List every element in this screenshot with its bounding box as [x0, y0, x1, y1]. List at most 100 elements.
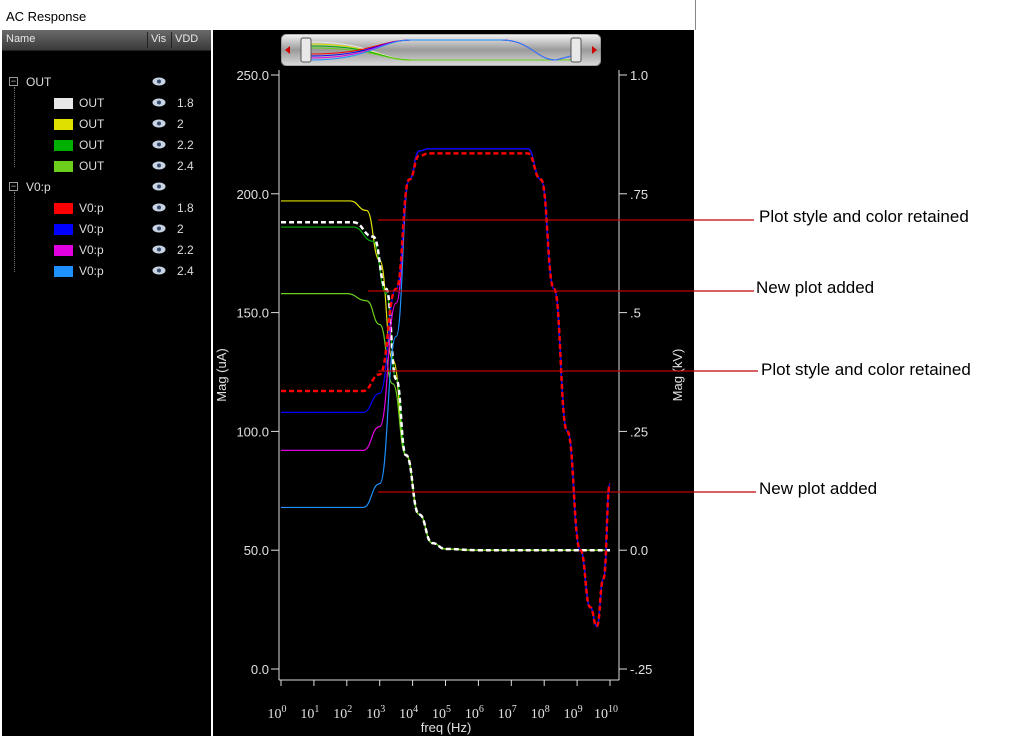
visibility-eye-icon[interactable]	[152, 182, 166, 191]
tree-group-1[interactable]: − V0:p	[2, 177, 211, 198]
y-right-tick-label: .25	[630, 424, 648, 439]
series-out-vdd-1-8[interactable]	[281, 221, 610, 552]
plot-panel[interactable]: 0.0 50.0 100.0 150.0 200.0 250.0 -.25 0.0 .25 .5.…	[213, 30, 694, 736]
annotation-callout: Plot style and color retained	[761, 360, 971, 379]
y-right-tick-label: 0.0	[630, 543, 648, 558]
x-tick-label: 100	[268, 704, 287, 722]
tree-item[interactable]: V0:p 2.4	[2, 261, 211, 282]
x-tick-base: 10	[594, 707, 608, 722]
y-right-tick-label: .5	[630, 306, 641, 321]
x-tick-label: 102	[333, 704, 352, 722]
x-tick-label: 1010	[594, 704, 618, 722]
column-header-vis[interactable]: Vis	[151, 33, 167, 45]
visibility-eye-icon[interactable]	[152, 140, 166, 149]
window-title-bar: AC Response	[0, 0, 696, 30]
y-left-tick-label: 150.0	[236, 306, 269, 321]
tree-item-label: V0:p	[79, 243, 104, 257]
x-tick-exponent: 5	[446, 704, 451, 715]
x-tick-label: 106	[465, 704, 484, 722]
column-header-name[interactable]: Name	[6, 33, 36, 45]
overview-trace	[310, 47, 571, 61]
series-out-vdd-2[interactable]	[280, 200, 610, 551]
tree-group-0[interactable]: − OUT	[2, 72, 211, 93]
x-tick-label: 103	[366, 704, 385, 722]
collapse-toggle-icon[interactable]: −	[9, 181, 18, 191]
tree-item[interactable]: OUT 2.2	[2, 135, 211, 156]
x-tick-exponent: 9	[578, 704, 583, 715]
tree-item-label: V0:p	[79, 222, 104, 236]
series-v0-p-vdd-2-4[interactable]	[281, 148, 611, 627]
vdd-value: 1.8	[177, 96, 194, 110]
series-out-vdd-2-2[interactable]	[281, 226, 610, 551]
x-tick-exponent: 0	[282, 704, 287, 715]
tree-item-label: OUT	[79, 138, 105, 152]
visibility-eye-icon[interactable]	[152, 203, 166, 212]
x-tick-exponent: 1	[314, 704, 319, 715]
y-axis-left-label: Mag (uA)	[214, 348, 229, 401]
series-out-vdd-2-4[interactable]	[280, 292, 610, 551]
visibility-eye-icon[interactable]	[152, 98, 166, 107]
x-tick-exponent: 10	[608, 704, 618, 715]
column-header-vdd[interactable]: VDD	[175, 33, 199, 45]
series-v0-p-vdd-2[interactable]	[281, 148, 611, 627]
x-tick-base: 10	[333, 707, 347, 722]
scroll-right-arrow-icon[interactable]	[592, 46, 597, 54]
overview-left-handle[interactable]	[300, 37, 312, 63]
y-left-tick-label: 100.0	[236, 424, 269, 439]
trace-color-swatch[interactable]	[54, 119, 73, 130]
series-v0-p-vdd-1-8[interactable]	[281, 152, 612, 628]
overview-right-handle[interactable]	[570, 37, 582, 63]
visibility-eye-icon[interactable]	[152, 77, 166, 86]
overview-scroll-bar[interactable]	[281, 34, 601, 66]
trace-color-swatch[interactable]	[54, 161, 73, 172]
visibility-eye-icon[interactable]	[152, 245, 166, 254]
vdd-value: 2.2	[177, 138, 194, 152]
x-tick-label: 108	[531, 704, 550, 722]
trace-color-swatch[interactable]	[54, 98, 73, 109]
tree-item[interactable]: V0:p 1.8	[2, 198, 211, 219]
vdd-value: 2.4	[177, 264, 194, 278]
y-left-tick-label: 250.0	[236, 68, 269, 83]
ac-response-plot[interactable]: 0.0 50.0 100.0 150.0 200.0 250.0 -.25 0.0 .25 .5.…	[213, 30, 694, 736]
trace-color-swatch[interactable]	[54, 245, 73, 256]
tree-item-label: OUT	[79, 96, 105, 110]
tree-item[interactable]: V0:p 2.2	[2, 240, 211, 261]
tree-header: Name Vis VDD	[2, 30, 211, 51]
scroll-left-arrow-icon[interactable]	[285, 46, 290, 54]
column-divider[interactable]	[147, 32, 148, 48]
x-tick-base: 10	[564, 707, 578, 722]
visibility-eye-icon[interactable]	[152, 161, 166, 170]
trace-color-swatch[interactable]	[54, 224, 73, 235]
x-tick-exponent: 3	[380, 704, 385, 715]
tree-item[interactable]: OUT 2.4	[2, 156, 211, 177]
x-tick-label: 101	[300, 704, 319, 722]
x-tick-label: 109	[564, 704, 583, 722]
x-tick-base: 10	[399, 707, 413, 722]
y-right-tick-label: 1.0	[630, 68, 648, 83]
x-tick-base: 10	[531, 707, 545, 722]
visibility-eye-icon[interactable]	[152, 266, 166, 275]
x-tick-base: 10	[366, 707, 380, 722]
tree-item[interactable]: V0:p 2	[2, 219, 211, 240]
trace-color-swatch[interactable]	[54, 140, 73, 151]
series-v0-p-vdd-2-2[interactable]	[280, 148, 611, 627]
overview-thumbnail	[310, 39, 572, 61]
overview-frame[interactable]	[281, 34, 601, 66]
x-tick-exponent: 4	[413, 704, 418, 715]
signal-tree-panel: Name Vis VDD − OUT OUT 1.8 OUT 2 OUT 2.2 OUT 2.4−…	[2, 30, 211, 736]
vdd-value: 1.8	[177, 201, 194, 215]
tree-item[interactable]: OUT 2	[2, 114, 211, 135]
collapse-toggle-icon[interactable]: −	[9, 76, 18, 86]
column-divider[interactable]	[171, 32, 172, 48]
visibility-eye-icon[interactable]	[152, 119, 166, 128]
y-right-tick-label: -.25	[630, 662, 652, 677]
trace-color-swatch[interactable]	[54, 203, 73, 214]
trace-color-swatch[interactable]	[54, 266, 73, 277]
visibility-eye-icon[interactable]	[152, 224, 166, 233]
tree-group-label: OUT	[26, 75, 52, 89]
tree-item[interactable]: OUT 1.8	[2, 93, 211, 114]
x-tick-base: 10	[498, 707, 512, 722]
annotation-callout: New plot added	[759, 479, 878, 498]
tree-group-label: V0:p	[26, 180, 51, 194]
tree-connector	[14, 192, 16, 272]
